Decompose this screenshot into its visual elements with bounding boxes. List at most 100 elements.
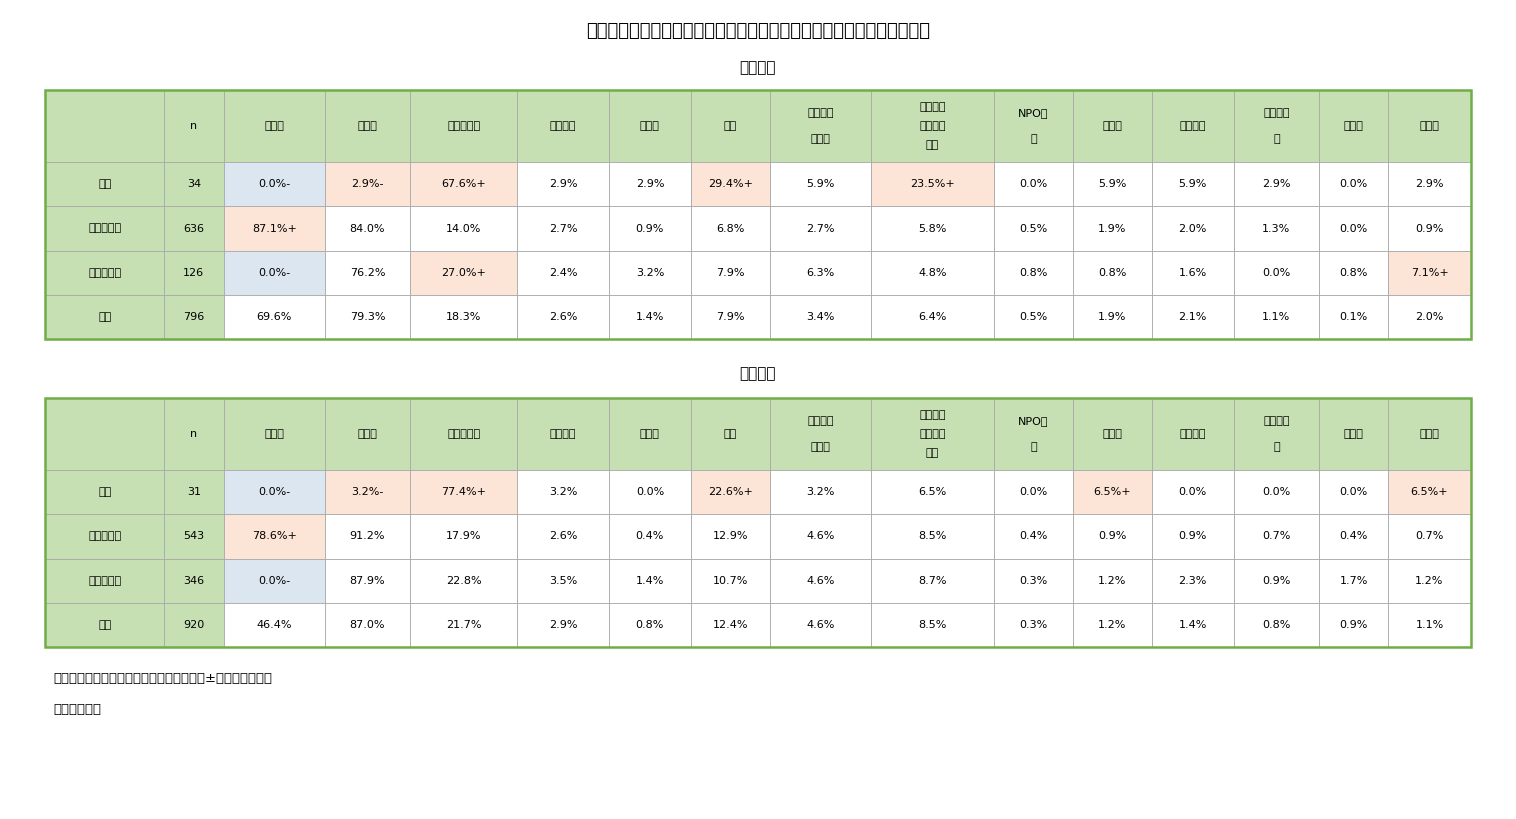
- Text: 2.9%: 2.9%: [549, 620, 578, 630]
- Bar: [324, 514, 409, 559]
- Bar: [691, 514, 770, 559]
- Bar: [609, 90, 691, 162]
- Bar: [609, 398, 691, 470]
- Bar: [1073, 162, 1152, 206]
- Text: 1.4%: 1.4%: [635, 576, 664, 586]
- Text: 4.6%: 4.6%: [807, 620, 834, 630]
- Bar: [1073, 470, 1152, 514]
- Text: 6.5%+: 6.5%+: [1411, 487, 1448, 497]
- Text: 126: 126: [183, 268, 205, 278]
- Text: 8.5%: 8.5%: [919, 620, 946, 630]
- Text: 無回答: 無回答: [1419, 429, 1439, 439]
- Bar: [45, 603, 164, 647]
- Bar: [1152, 603, 1234, 647]
- Bar: [994, 559, 1073, 603]
- Bar: [517, 162, 609, 206]
- Bar: [324, 206, 409, 251]
- Text: 6.3%: 6.3%: [807, 268, 834, 278]
- Bar: [224, 470, 324, 514]
- Text: 5.9%: 5.9%: [807, 179, 834, 189]
- Bar: [409, 206, 517, 251]
- Bar: [1389, 90, 1471, 162]
- Bar: [164, 559, 224, 603]
- Text: 地域包括: 地域包括: [919, 102, 946, 112]
- Bar: [45, 90, 1471, 339]
- Text: 0.0%-: 0.0%-: [258, 576, 291, 586]
- Text: 920: 920: [183, 620, 205, 630]
- Bar: [1319, 206, 1389, 251]
- Text: 29.4%+: 29.4%+: [708, 179, 753, 189]
- Text: （資料）同上: （資料）同上: [53, 703, 102, 716]
- Text: 0.1%: 0.1%: [1340, 312, 1367, 322]
- Text: 配偶者あり: 配偶者あり: [88, 532, 121, 541]
- Bar: [1234, 559, 1319, 603]
- Text: 地域包括: 地域包括: [919, 410, 946, 420]
- Bar: [609, 514, 691, 559]
- Bar: [1152, 251, 1234, 295]
- Bar: [45, 398, 164, 470]
- Bar: [1234, 398, 1319, 470]
- Bar: [994, 514, 1073, 559]
- Bar: [770, 514, 870, 559]
- Bar: [517, 398, 609, 470]
- Bar: [1234, 162, 1319, 206]
- Text: 636: 636: [183, 224, 205, 233]
- Bar: [1073, 603, 1152, 647]
- Bar: [45, 559, 164, 603]
- Text: 7.9%: 7.9%: [716, 268, 744, 278]
- Text: 76.2%: 76.2%: [350, 268, 385, 278]
- Text: 0.9%: 0.9%: [1178, 532, 1207, 541]
- Bar: [691, 206, 770, 251]
- Text: 8.5%: 8.5%: [919, 532, 946, 541]
- Bar: [324, 251, 409, 295]
- Bar: [770, 398, 870, 470]
- Bar: [45, 251, 164, 295]
- Text: 0.0%: 0.0%: [1340, 224, 1367, 233]
- Text: 0.0%: 0.0%: [1340, 179, 1367, 189]
- Text: 0.0%-: 0.0%-: [258, 268, 291, 278]
- Text: 34: 34: [186, 179, 202, 189]
- Bar: [1152, 206, 1234, 251]
- Text: 69.6%: 69.6%: [256, 312, 293, 322]
- Bar: [164, 603, 224, 647]
- Text: 0.9%: 0.9%: [1416, 224, 1443, 233]
- Text: 人: 人: [1029, 134, 1037, 144]
- Bar: [1234, 470, 1319, 514]
- Bar: [1073, 398, 1152, 470]
- Text: 4.6%: 4.6%: [807, 532, 834, 541]
- Text: 配偶者: 配偶者: [264, 121, 283, 131]
- Bar: [324, 559, 409, 603]
- Text: 22.8%: 22.8%: [446, 576, 482, 586]
- Text: 司法書士: 司法書士: [1179, 429, 1207, 439]
- Text: 8.7%: 8.7%: [919, 576, 946, 586]
- Bar: [691, 162, 770, 206]
- Bar: [45, 90, 164, 162]
- Text: 23.5%+: 23.5%+: [910, 179, 955, 189]
- Bar: [517, 90, 609, 162]
- Text: 0.8%: 0.8%: [1263, 620, 1290, 630]
- Text: 10.7%: 10.7%: [713, 576, 747, 586]
- Bar: [770, 295, 870, 339]
- Bar: [691, 603, 770, 647]
- Bar: [1073, 90, 1152, 162]
- Text: 士: 士: [1273, 442, 1280, 452]
- Text: 0.9%: 0.9%: [1263, 576, 1290, 586]
- Text: 2.9%: 2.9%: [635, 179, 664, 189]
- Bar: [324, 162, 409, 206]
- Bar: [1152, 90, 1234, 162]
- Bar: [1319, 559, 1389, 603]
- Text: 2.3%: 2.3%: [1178, 576, 1207, 586]
- Bar: [409, 470, 517, 514]
- Text: 21.7%: 21.7%: [446, 620, 482, 630]
- Text: 6.8%: 6.8%: [716, 224, 744, 233]
- Text: 弁護士: 弁護士: [1102, 121, 1122, 131]
- Bar: [517, 514, 609, 559]
- Text: 6.5%: 6.5%: [919, 487, 946, 497]
- Bar: [609, 470, 691, 514]
- Text: 2.6%: 2.6%: [549, 312, 578, 322]
- Text: 社会福祉: 社会福祉: [807, 108, 834, 118]
- Text: 社会福祉: 社会福祉: [1263, 108, 1290, 118]
- Text: 46.4%: 46.4%: [256, 620, 293, 630]
- Text: 士: 士: [1273, 134, 1280, 144]
- Text: 6.4%: 6.4%: [919, 312, 946, 322]
